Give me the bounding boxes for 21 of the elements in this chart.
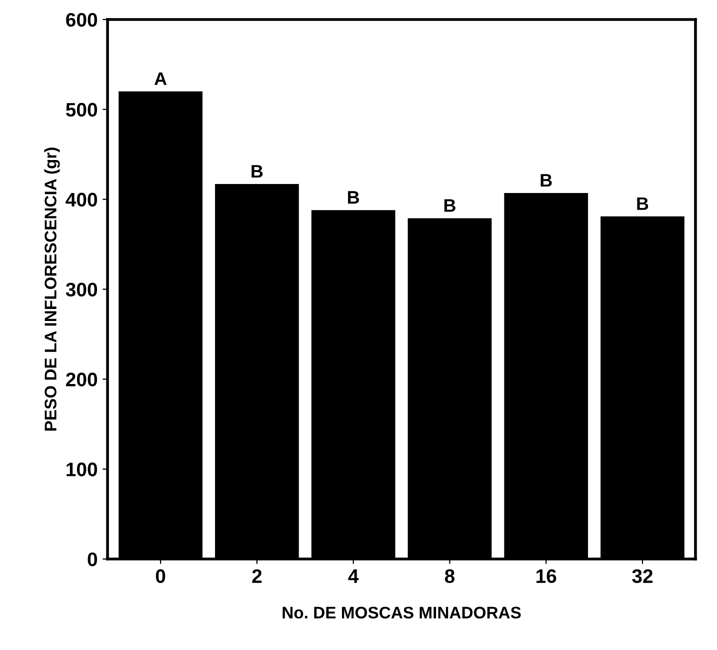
y-tick-label: 200 bbox=[66, 372, 98, 386]
y-axis-title: PESO DE LA INFLORESCENCIA (gr) bbox=[44, 148, 60, 431]
y-tick-label: 600 bbox=[66, 12, 98, 27]
y-tick-label: 300 bbox=[66, 282, 98, 297]
annotation: B bbox=[444, 199, 456, 212]
annotation: B bbox=[252, 165, 263, 178]
annotation: B bbox=[637, 197, 648, 210]
y-tick-label: 0 bbox=[88, 552, 98, 566]
y-tick-label: 500 bbox=[66, 102, 98, 117]
annotation: A bbox=[154, 72, 167, 85]
x-axis-title: No. DE MOSCAS MINADORAS bbox=[282, 606, 521, 619]
x-tick-label: 2 bbox=[252, 569, 262, 583]
x-tick-label: 4 bbox=[348, 569, 359, 583]
x-tick-label: 8 bbox=[444, 569, 455, 584]
annotation: B bbox=[540, 174, 552, 187]
x-tick-label: 32 bbox=[632, 569, 653, 584]
y-tick-label: 100 bbox=[66, 462, 98, 476]
y-tick-label: 400 bbox=[66, 192, 98, 207]
x-tick-label: 0 bbox=[156, 569, 166, 584]
annotation: B bbox=[348, 191, 360, 204]
x-tick-label: 16 bbox=[536, 569, 556, 584]
